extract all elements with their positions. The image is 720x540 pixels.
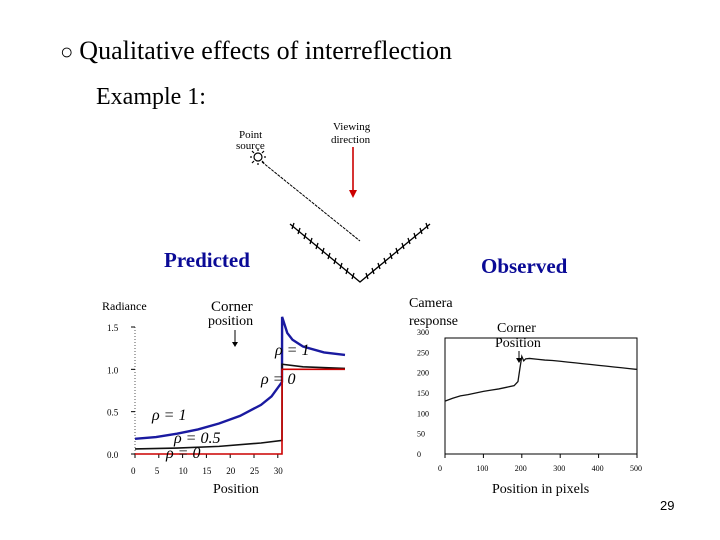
corner-label-1: Corner — [497, 321, 536, 336]
bullet-ring-icon: ○ — [60, 39, 74, 64]
y-tick-label: 200 — [417, 369, 429, 378]
x-tick-label: 0 — [438, 464, 442, 473]
plot-frame — [444, 337, 638, 455]
y-tick-label: 0 — [417, 450, 421, 459]
x-tick-label: 200 — [515, 464, 527, 473]
observed-label: Observed — [481, 254, 568, 278]
x-axis-label: Position — [213, 482, 259, 497]
y-tick-label: 100 — [417, 409, 429, 418]
point-source-label-1: Point — [239, 129, 262, 141]
series-label: ρ = 1 — [151, 407, 186, 424]
v-surface — [289, 222, 431, 283]
y-tick-label: 1.0 — [107, 365, 119, 375]
x-tick-label: 0 — [131, 466, 136, 476]
point-source-label-2: source — [236, 140, 265, 152]
y-axis-label-2: response — [409, 314, 458, 329]
bullet-heading: ○ Qualitative effects of interreflection — [60, 36, 452, 66]
series-label: ρ = 0 — [260, 371, 295, 388]
observed-chart: 0 50 100 150 200 250 300 0 100 200 300 400 500 Camera… — [409, 296, 642, 497]
x-tick-label: 15 — [202, 466, 212, 476]
y-tick-label: 150 — [417, 389, 429, 398]
x-tick-label: 25 — [250, 466, 260, 476]
light-ray — [261, 161, 361, 242]
series-label: ρ = 1 — [274, 342, 309, 359]
y-tick-label: 250 — [417, 348, 429, 357]
series-line — [444, 354, 638, 402]
y-tick-label: 1.5 — [107, 323, 119, 333]
x-tick-label: 10 — [179, 466, 189, 476]
x-tick-label: 500 — [630, 464, 642, 473]
y-tick-label: 300 — [417, 328, 429, 337]
x-tick-label: 5 — [155, 466, 160, 476]
series-line — [134, 363, 346, 450]
y-axis-label: Radiance — [102, 299, 147, 313]
y-tick-label: 50 — [417, 430, 425, 439]
sun-icon — [250, 149, 266, 165]
series-label: ρ = 0 — [165, 445, 200, 462]
corner-label-1: Corner — [211, 299, 253, 315]
x-tick-label: 30 — [274, 466, 284, 476]
series-line — [134, 316, 346, 440]
series-label: ρ = 0.5 — [173, 430, 220, 447]
predicted-label: Predicted — [164, 248, 250, 272]
page-number: 29 — [660, 498, 675, 513]
corner-arrow-head — [516, 358, 522, 363]
x-tick-label: 100 — [476, 464, 488, 473]
x-tick-label: 400 — [592, 464, 604, 473]
corner-label-2: Position — [495, 336, 541, 351]
x-tick-label: 20 — [226, 466, 236, 476]
corner-arrow-head — [232, 342, 238, 347]
series-line — [135, 368, 345, 455]
x-tick-label: 300 — [553, 464, 565, 473]
viewing-label-2: direction — [331, 134, 371, 146]
viewing-label-1: Viewing — [333, 121, 371, 133]
predicted-chart: 0.0 0.5 1.0 1.5 0 5 10 15 20 25 30 Radiance Position… — [102, 299, 346, 497]
x-axis-label: Position in pixels — [492, 482, 589, 497]
y-axis-label-1: Camera — [409, 296, 453, 311]
y-tick-label: 0.0 — [107, 450, 119, 460]
viewing-arrow — [349, 147, 357, 198]
y-tick-label: 0.5 — [107, 408, 119, 418]
example-label: Example 1: — [96, 84, 206, 110]
corner-label-2: position — [208, 314, 253, 329]
bullet-text: Qualitative effects of interreflection — [79, 36, 453, 65]
